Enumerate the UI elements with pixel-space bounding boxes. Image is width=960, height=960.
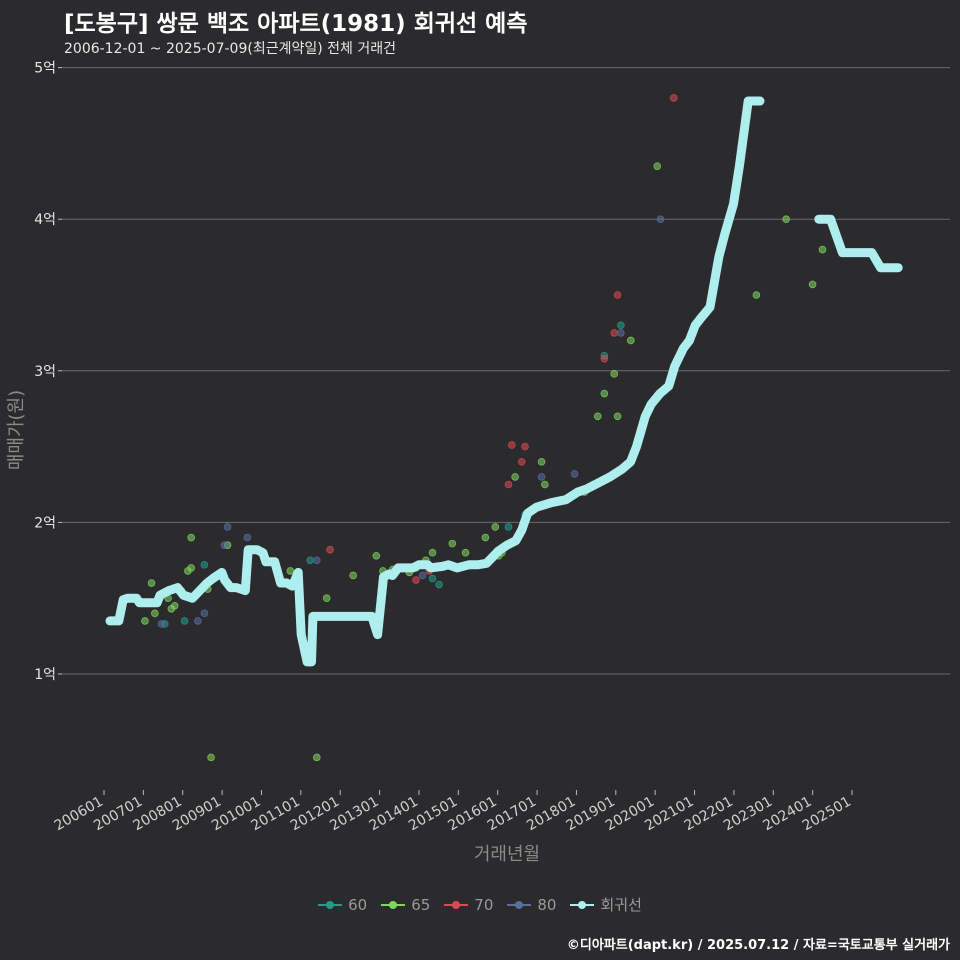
chart-subtitle: 2006-12-01 ~ 2025-07-09(최근계약일) 전체 거래건 <box>64 41 396 57</box>
data-point-65 <box>349 571 357 580</box>
legend-key-icon <box>570 898 595 912</box>
data-point-65 <box>322 594 331 602</box>
data-point-65 <box>147 579 156 587</box>
source-caption: ©디아파트(dapt.kr) / 2025.07.12 / 자료=국토교통부 실… <box>566 938 950 953</box>
data-point-65 <box>626 336 635 345</box>
data-point-60 <box>180 617 189 625</box>
legend-key-icon <box>318 898 343 912</box>
data-point-80 <box>617 329 625 337</box>
data-point-60 <box>504 523 513 531</box>
data-point-65 <box>782 215 790 224</box>
legend-label: 65 <box>411 895 431 914</box>
data-point-70 <box>600 354 609 363</box>
legend-key-icon <box>444 898 469 912</box>
legend-item-회귀선: 회귀선 <box>570 894 642 915</box>
data-point-70 <box>610 329 619 337</box>
data-point-80 <box>220 541 229 549</box>
data-point-80 <box>418 571 427 580</box>
legend-label: 70 <box>474 895 494 914</box>
data-point-70 <box>517 457 526 466</box>
data-point-80 <box>200 609 209 618</box>
scatter-points <box>141 94 827 762</box>
y-tick-label: 4억 <box>34 212 56 228</box>
data-point-80 <box>656 215 665 224</box>
y-tick-label: 5억 <box>34 61 56 77</box>
legend-item-65: 65 <box>381 894 430 915</box>
legend-label: 60 <box>348 895 368 914</box>
data-point-65 <box>808 280 817 289</box>
data-point-70 <box>613 291 622 299</box>
data-point-65 <box>613 412 622 421</box>
data-point-65 <box>428 548 437 557</box>
data-point-60 <box>435 580 443 589</box>
legend: 60 65 70 80 회귀선 <box>0 894 960 915</box>
data-point-65 <box>312 753 321 762</box>
legend-key-icon <box>381 898 406 912</box>
legend-label: 회귀선 <box>600 896 642 914</box>
data-point-65 <box>141 617 149 625</box>
y-tick-label: 1억 <box>34 667 56 683</box>
data-point-70 <box>508 441 516 449</box>
data-point-65 <box>187 564 195 572</box>
data-point-80 <box>537 473 546 481</box>
data-point-60 <box>428 574 437 583</box>
data-point-60 <box>617 321 625 330</box>
data-point-65 <box>286 567 295 575</box>
data-point-65 <box>818 245 827 254</box>
legend-label: 80 <box>537 895 557 914</box>
data-point-65 <box>207 753 215 762</box>
data-point-80 <box>194 617 202 625</box>
regression-path <box>105 96 765 667</box>
data-point-80 <box>243 533 252 542</box>
legend-item-70: 70 <box>444 894 493 915</box>
grid-lines <box>62 67 950 675</box>
data-point-65 <box>481 533 490 542</box>
y-axis-label: 매매가(원) <box>6 390 27 470</box>
x-axis: 2006012007012008012009012010012011012012… <box>52 790 854 834</box>
data-point-65 <box>461 548 470 557</box>
data-point-70 <box>504 480 513 489</box>
legend-key-icon <box>507 898 532 912</box>
data-point-80 <box>312 556 321 565</box>
data-point-70 <box>521 442 529 451</box>
data-point-65 <box>610 370 619 378</box>
y-tick-label: 2억 <box>34 515 56 531</box>
data-point-65 <box>170 601 179 610</box>
data-point-60 <box>200 561 209 569</box>
data-point-70 <box>412 576 420 584</box>
data-point-65 <box>537 457 546 466</box>
legend-item-60: 60 <box>318 894 367 915</box>
x-axis-label: 거래년월 <box>474 844 540 865</box>
data-point-80 <box>570 470 579 478</box>
data-point-80 <box>223 523 232 531</box>
data-point-65 <box>511 473 519 481</box>
data-point-65 <box>151 609 159 618</box>
y-axis: 1억 2억 3억 4억 5억 <box>34 61 62 683</box>
data-point-65 <box>593 412 602 421</box>
data-point-65 <box>752 291 761 299</box>
data-point-65 <box>187 533 195 542</box>
data-point-70 <box>326 545 334 554</box>
legend-item-80: 80 <box>507 894 556 915</box>
chart-title: [도봉구] 쌍문 백조 아파트(1981) 회귀선 예측 <box>64 11 528 37</box>
data-point-65 <box>448 539 457 548</box>
data-point-65 <box>491 523 500 531</box>
data-point-70 <box>669 94 678 102</box>
data-point-60 <box>306 556 314 565</box>
data-point-65 <box>653 162 662 170</box>
data-point-65 <box>541 480 549 489</box>
data-point-80 <box>157 620 166 628</box>
data-point-65 <box>600 389 609 398</box>
regression-line <box>105 96 903 667</box>
regression-path-recent <box>814 214 903 273</box>
y-tick-label: 3억 <box>34 364 56 380</box>
data-point-65 <box>372 551 381 560</box>
